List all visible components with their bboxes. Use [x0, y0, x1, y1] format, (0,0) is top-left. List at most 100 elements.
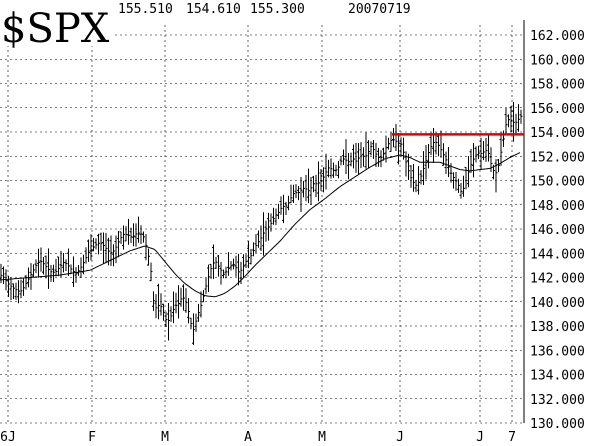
y-tick-label: 148.000 — [530, 199, 585, 214]
price-bar — [137, 216, 140, 243]
price-bar — [362, 147, 365, 167]
y-tick-label: 138.000 — [530, 320, 585, 335]
price-bar — [299, 176, 303, 212]
price-bar — [34, 259, 38, 273]
price-bar — [107, 237, 110, 266]
price-bar — [412, 163, 415, 192]
price-bar — [447, 147, 450, 178]
price-bar — [407, 153, 410, 180]
y-tick-label: 130.000 — [530, 417, 585, 432]
price-bar — [187, 298, 190, 324]
price-bar — [217, 254, 220, 277]
y-tick-label: 136.000 — [530, 344, 585, 359]
price-bar — [469, 149, 473, 173]
price-bar — [214, 257, 218, 270]
price-bar — [379, 150, 383, 168]
price-bar — [84, 247, 88, 264]
price-bar — [519, 109, 523, 124]
y-tick-label: 158.000 — [530, 78, 585, 93]
price-bar — [499, 132, 503, 166]
x-tick-label: J — [476, 430, 484, 445]
price-bar — [437, 135, 440, 157]
price-bar — [147, 248, 150, 266]
y-tick-label: 162.000 — [530, 29, 585, 44]
price-bar — [419, 169, 423, 185]
price-bar — [92, 237, 95, 252]
price-bar — [274, 208, 278, 226]
price-bar — [479, 137, 483, 171]
price-bar — [59, 250, 63, 278]
price-bar — [257, 230, 260, 248]
price-bar — [259, 225, 263, 252]
price-bar — [279, 196, 283, 215]
price-bar — [79, 257, 83, 278]
price-bar — [87, 239, 90, 262]
price-bar — [482, 141, 485, 161]
price-bar — [202, 290, 205, 303]
price-bar — [72, 256, 75, 287]
price-bar — [57, 256, 60, 277]
price-bar — [52, 264, 55, 282]
price-bar — [2, 266, 5, 284]
price-bar — [402, 137, 405, 160]
price-bar — [0, 263, 3, 283]
price-bar — [252, 242, 255, 257]
price-bar — [282, 194, 285, 224]
price-bar — [117, 231, 120, 258]
x-tick-label: 7 — [508, 430, 516, 445]
x-tick-label: F — [88, 430, 96, 445]
price-bar — [179, 287, 183, 307]
price-bar — [389, 132, 393, 153]
price-bar — [254, 234, 258, 254]
price-bar — [42, 256, 45, 275]
price-bar — [517, 104, 520, 132]
price-bar — [44, 255, 48, 279]
price-bar — [124, 226, 128, 242]
price-bar — [159, 293, 163, 316]
price-bar — [222, 269, 225, 279]
price-bar — [317, 161, 320, 202]
price-bar — [449, 163, 453, 183]
price-bar — [199, 291, 203, 318]
header-date: 20070719 — [348, 2, 411, 17]
price-bar — [184, 288, 188, 313]
price-bar — [12, 283, 15, 300]
price-bar — [322, 167, 325, 193]
price-bar — [284, 201, 288, 216]
price-bar — [19, 279, 23, 299]
price-bar — [364, 132, 368, 169]
price-bar — [319, 169, 323, 191]
header-value-3: 155.300 — [250, 2, 305, 17]
price-bar — [227, 252, 230, 276]
price-bar — [457, 178, 460, 193]
price-bar — [312, 175, 315, 193]
price-bar — [354, 142, 358, 173]
price-bar — [167, 303, 170, 341]
price-bar — [344, 139, 348, 174]
price-bar — [134, 223, 138, 247]
price-bar — [242, 254, 245, 279]
y-tick-label: 146.000 — [530, 223, 585, 238]
price-bar — [247, 240, 250, 269]
price-bar — [224, 266, 228, 279]
price-bar — [77, 265, 80, 276]
price-bar — [429, 132, 433, 156]
price-bar — [272, 207, 275, 225]
price-bar — [89, 234, 93, 261]
price-bar — [309, 177, 313, 205]
price-bar — [74, 267, 78, 283]
price-bar — [414, 179, 418, 193]
price-bar — [14, 282, 18, 300]
price-bar — [249, 248, 253, 265]
price-bars — [0, 101, 523, 345]
price-bar — [342, 149, 345, 165]
price-bar — [104, 232, 108, 264]
price-bar — [192, 313, 195, 345]
price-bar — [409, 165, 413, 188]
grid-lines — [0, 25, 524, 424]
price-bar — [324, 153, 328, 190]
symbol-title: $SPX — [1, 6, 110, 52]
price-bar — [302, 180, 305, 198]
price-bar — [177, 285, 180, 319]
price-bar — [207, 264, 210, 292]
